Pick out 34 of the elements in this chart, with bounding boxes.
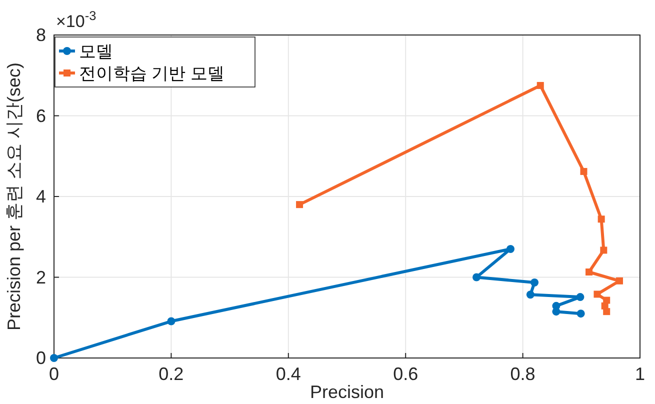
point: [506, 244, 514, 253]
x-tick-label: 0.2: [158, 364, 184, 384]
y-axis-title: Precision per 훈련 소요 시간(sec): [4, 62, 24, 331]
point: [594, 290, 601, 298]
y-tick-label: 2: [36, 267, 46, 288]
point: [603, 308, 610, 316]
x-tick-label: 0: [48, 364, 60, 384]
legend-label: 모델: [79, 42, 113, 61]
x-tick-label: 0.4: [276, 364, 301, 384]
point: [530, 278, 539, 286]
x-tick-label: 0.6: [393, 364, 418, 384]
y-tick-label: 0: [36, 348, 46, 368]
point: [552, 308, 560, 316]
point: [616, 277, 623, 284]
x-tick-label: 0.8: [510, 364, 536, 384]
point: [586, 268, 593, 276]
point: [536, 82, 544, 89]
legend-label: 전이학습 기반 모델: [79, 64, 224, 83]
point: [600, 246, 608, 254]
point: [580, 168, 588, 175]
point: [598, 216, 605, 223]
text: ×10$^{-3}$: [56, 8, 96, 31]
y-tick-label: 8: [36, 25, 46, 45]
y-tick-label: 4: [36, 186, 46, 206]
point: [526, 290, 534, 299]
y-tick-label: 6: [36, 106, 46, 126]
point: [576, 293, 584, 302]
point: [472, 273, 481, 282]
point: [50, 354, 58, 362]
point: [296, 201, 304, 208]
x-tick-label: 1: [634, 364, 646, 384]
point: [576, 310, 585, 318]
x-axis-title: Precision: [310, 382, 384, 402]
point: [167, 317, 176, 326]
